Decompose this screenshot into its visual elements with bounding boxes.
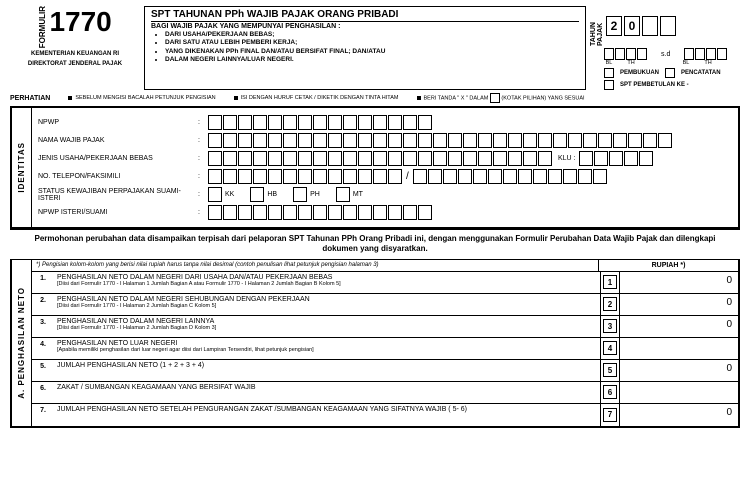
row-7: 7.JUMLAH PENGHASILAN NETO SETELAH PENGUR… <box>32 404 738 426</box>
nama-input[interactable] <box>208 133 672 148</box>
row-4: 4.PENGHASILAN NETO LUAR NEGERI[Apabila m… <box>32 338 738 360</box>
value-7[interactable]: 0 <box>620 404 738 426</box>
pencatatan-checkbox[interactable] <box>665 68 675 78</box>
value-6[interactable] <box>620 382 738 403</box>
telepon-input[interactable] <box>208 169 402 184</box>
row-5: 5.JUMLAH PENGHASILAN NETO (1 + 2 + 3 + 4… <box>32 360 738 382</box>
mt-checkbox[interactable] <box>336 187 350 202</box>
klu-input[interactable] <box>579 151 653 166</box>
row-3: 3.PENGHASILAN NETO DALAM NEGERI LAINNYA[… <box>32 316 738 338</box>
year-block: TAHUN PAJAK 2 0 s.d BLTHBLTH PEMBUKUANPE… <box>590 6 740 90</box>
year-digit[interactable] <box>660 16 676 36</box>
pembetulan-checkbox[interactable] <box>604 80 614 90</box>
pembukuan-checkbox[interactable] <box>604 68 614 78</box>
section-a-label: A. PENGHASILAN NETO <box>12 260 32 426</box>
jenis-input[interactable] <box>208 151 552 166</box>
form-number-block: FORMULIR 1770 KEMENTERIAN KEUANGAN RI DI… <box>10 6 140 90</box>
change-note: Permohonan perubahan data disampaikan te… <box>10 229 740 260</box>
npwp-input[interactable] <box>208 115 432 130</box>
year-digit[interactable] <box>642 16 658 36</box>
value-1[interactable]: 0 <box>620 272 738 293</box>
kk-checkbox[interactable] <box>208 187 222 202</box>
row-2: 2.PENGHASILAN NETO DALAM NEGERI SEHUBUNG… <box>32 294 738 316</box>
ph-checkbox[interactable] <box>293 187 307 202</box>
year-digit[interactable]: 0 <box>624 16 640 36</box>
hb-checkbox[interactable] <box>250 187 264 202</box>
perhatian-row: PERHATIAN SEBELUM MENGISI BACALAH PETUNJ… <box>10 93 740 103</box>
row-1: 1.PENGHASILAN NETO DALAM NEGERI DARI USA… <box>32 272 738 294</box>
value-5[interactable]: 0 <box>620 360 738 381</box>
title-box: SPT TAHUNAN PPh WAJIB PAJAK ORANG PRIBAD… <box>144 6 586 90</box>
npwp-isteri-input[interactable] <box>208 205 432 220</box>
fax-input[interactable] <box>413 169 607 184</box>
value-4[interactable] <box>620 338 738 359</box>
value-2[interactable]: 0 <box>620 294 738 315</box>
row-6: 6.ZAKAT / SUMBANGAN KEAGAMAAN YANG BERSI… <box>32 382 738 404</box>
identitas-label: IDENTITAS <box>12 108 32 227</box>
value-3[interactable]: 0 <box>620 316 738 337</box>
year-digit[interactable]: 2 <box>606 16 622 36</box>
